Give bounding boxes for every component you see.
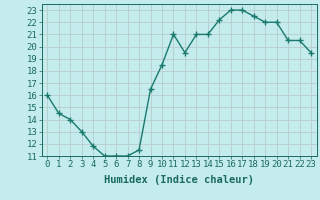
- X-axis label: Humidex (Indice chaleur): Humidex (Indice chaleur): [104, 175, 254, 185]
